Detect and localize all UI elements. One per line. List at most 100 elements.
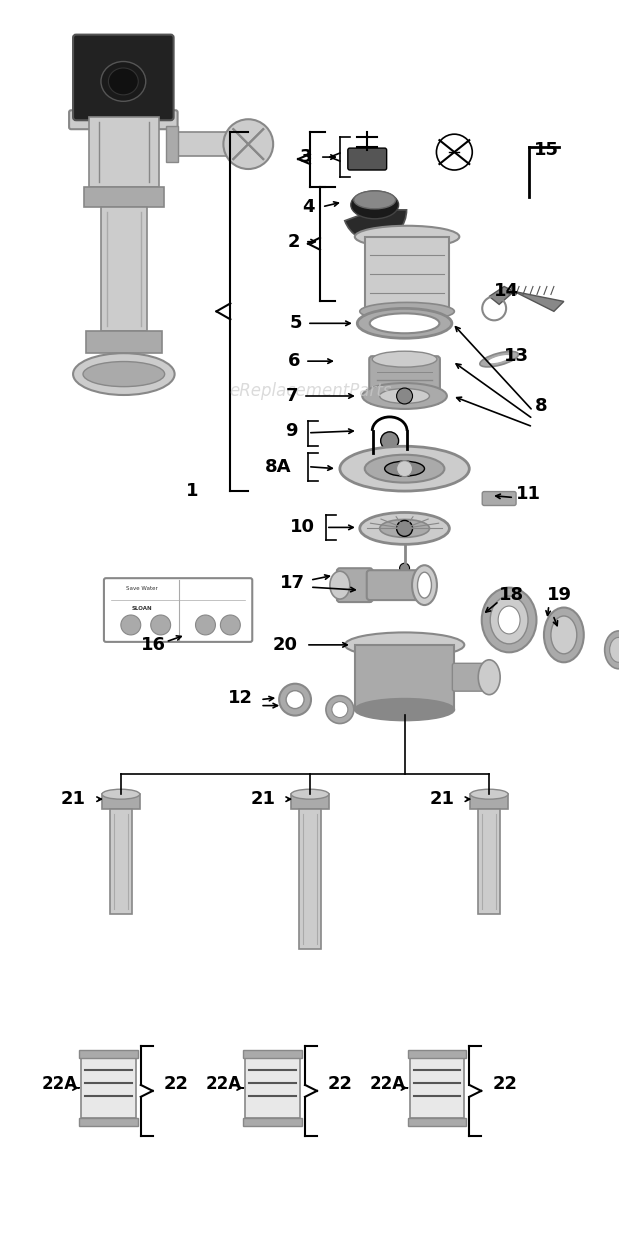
Text: 7: 7 [286,387,299,405]
Ellipse shape [480,352,518,366]
Bar [170,132,231,155]
Ellipse shape [83,362,165,386]
Circle shape [400,563,410,574]
Ellipse shape [355,226,459,248]
Bar [355,645,454,710]
Bar [365,237,450,311]
Bar [84,186,164,207]
Text: 21: 21 [250,790,275,808]
Text: 22: 22 [492,1075,517,1093]
Bar [410,1058,464,1118]
Ellipse shape [478,660,500,695]
Bar [478,810,500,913]
Ellipse shape [73,353,175,395]
Ellipse shape [340,447,469,491]
Ellipse shape [482,587,536,653]
Ellipse shape [354,191,396,209]
Bar [166,126,177,162]
Ellipse shape [101,62,146,101]
Ellipse shape [355,698,454,721]
FancyBboxPatch shape [453,664,491,691]
FancyBboxPatch shape [370,357,440,404]
Bar [86,331,162,353]
Bar [471,795,508,810]
Bar [79,1050,138,1058]
Bar [243,1050,302,1058]
Text: 1: 1 [185,481,198,500]
Text: 9: 9 [285,422,298,439]
Text: 2: 2 [288,233,301,251]
FancyBboxPatch shape [348,148,387,170]
Ellipse shape [379,389,430,404]
Ellipse shape [360,512,450,544]
Ellipse shape [365,455,445,482]
Ellipse shape [326,696,354,723]
Ellipse shape [351,191,399,218]
Text: 8A: 8A [265,458,291,475]
Bar [299,810,321,949]
FancyBboxPatch shape [73,35,174,120]
Bar [110,810,132,913]
Ellipse shape [412,565,437,605]
Text: 16: 16 [141,636,166,654]
Bar [101,207,147,331]
Ellipse shape [498,606,520,634]
Text: 12: 12 [228,689,254,707]
Text: 19: 19 [547,586,572,605]
Ellipse shape [108,68,138,95]
Text: 17: 17 [280,574,305,592]
FancyBboxPatch shape [69,110,177,130]
Text: 8: 8 [535,397,547,415]
Text: 22: 22 [164,1075,188,1093]
Ellipse shape [345,633,464,658]
Text: 22: 22 [328,1075,353,1093]
Ellipse shape [379,520,430,537]
Circle shape [195,615,215,636]
Ellipse shape [291,790,329,800]
Ellipse shape [102,790,140,800]
Ellipse shape [490,596,528,644]
Text: eReplacementParts: eReplacementParts [229,383,391,400]
Ellipse shape [357,308,452,338]
FancyBboxPatch shape [337,568,373,602]
Text: 15: 15 [534,141,559,159]
Circle shape [223,120,273,169]
Circle shape [397,460,412,476]
Circle shape [397,521,412,537]
Text: Save Water: Save Water [126,586,157,591]
Text: 18: 18 [499,586,525,605]
Text: 22A: 22A [205,1075,242,1093]
Text: 10: 10 [290,518,315,537]
Text: 20: 20 [272,636,297,654]
Ellipse shape [279,684,311,716]
PathPatch shape [489,286,564,311]
Circle shape [121,615,141,636]
Text: 3: 3 [300,148,312,167]
Bar [243,1118,302,1125]
Circle shape [397,387,412,404]
FancyBboxPatch shape [367,570,427,600]
Wedge shape [345,210,407,242]
Bar [89,117,159,186]
Ellipse shape [370,313,440,333]
Ellipse shape [372,352,437,368]
Ellipse shape [286,691,304,708]
Text: 6: 6 [288,352,301,370]
Bar [81,1058,136,1118]
Text: 21: 21 [430,790,454,808]
Ellipse shape [471,790,508,800]
FancyBboxPatch shape [482,491,516,506]
Ellipse shape [609,638,620,663]
Text: 22A: 22A [370,1075,406,1093]
Circle shape [381,432,399,449]
Ellipse shape [551,616,577,654]
Text: 4: 4 [302,197,314,216]
Bar [102,795,140,810]
Text: SLOAN: SLOAN [131,606,152,611]
Bar [79,1118,138,1125]
Ellipse shape [417,573,432,598]
Bar [246,1058,300,1118]
Bar [291,795,329,810]
Ellipse shape [332,702,348,717]
Circle shape [151,615,170,636]
